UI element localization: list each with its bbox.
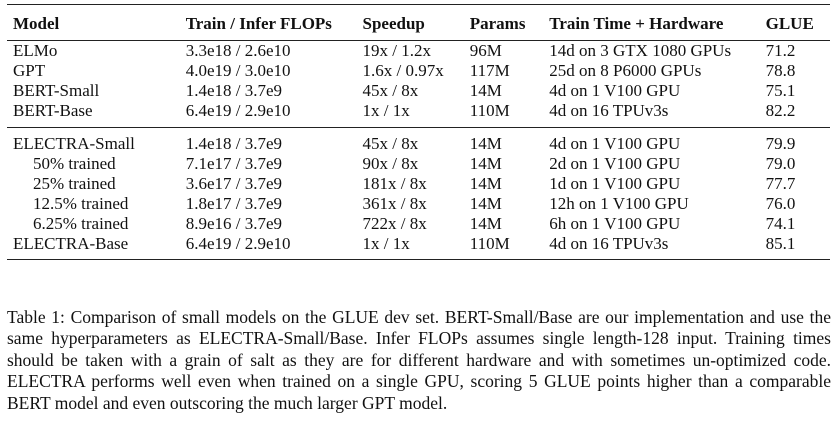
header-glue: GLUE (765, 14, 814, 33)
cell-glue: 74.1 (765, 214, 796, 233)
cell-params: 96M (469, 41, 502, 60)
header-train-time: Train Time + Hardware (549, 14, 724, 33)
cell-glue: 76.0 (765, 194, 796, 213)
header-row: Model Train / Infer FLOPs Speedup Params… (7, 4, 830, 41)
cell-glue: 85.1 (765, 234, 796, 253)
header-model: Model (13, 14, 60, 33)
table-row: 6.25% trained 8.9e16 / 3.7e9 722x / 8x 1… (7, 214, 830, 234)
cell-glue: 77.7 (765, 174, 796, 193)
cell-model: 25% trained (33, 174, 116, 193)
cell-glue: 78.8 (765, 61, 796, 80)
cell-model: GPT (13, 61, 46, 80)
cell-glue: 82.2 (765, 101, 796, 120)
cell-flops: 4.0e19 / 3.0e10 (185, 61, 291, 80)
cell-flops: 7.1e17 / 3.7e9 (185, 154, 283, 173)
cell-model: 50% trained (33, 154, 116, 173)
cell-train-time: 6h on 1 V100 GPU (549, 214, 681, 233)
cell-model: ELECTRA-Base (13, 234, 129, 253)
cell-train-time: 4d on 1 V100 GPU (549, 81, 681, 100)
header-flops: Train / Infer FLOPs (185, 14, 332, 33)
cell-params: 14M (469, 81, 502, 100)
electra-group: ELECTRA-Small 1.4e18 / 3.7e9 45x / 8x 14… (7, 127, 830, 260)
cell-flops: 3.6e17 / 3.7e9 (185, 174, 283, 193)
cell-flops: 3.3e18 / 2.6e10 (185, 41, 291, 60)
cell-speedup: 1.6x / 0.97x (362, 61, 444, 80)
table-row: BERT-Small 1.4e18 / 3.7e9 45x / 8x 14M 4… (7, 81, 830, 101)
cell-train-time: 2d on 1 V100 GPU (549, 154, 681, 173)
table-row: 12.5% trained 1.8e17 / 3.7e9 361x / 8x 1… (7, 194, 830, 214)
cell-flops: 1.8e17 / 3.7e9 (185, 194, 283, 213)
cell-params: 14M (469, 214, 502, 233)
cell-flops: 6.4e19 / 2.9e10 (185, 101, 291, 120)
header-params: Params (469, 14, 526, 33)
cell-train-time: 4d on 16 TPUv3s (549, 101, 669, 120)
results-table: Model Train / Infer FLOPs Speedup Params… (7, 4, 830, 260)
cell-speedup: 361x / 8x (362, 194, 427, 213)
cell-params: 14M (469, 194, 502, 213)
cell-speedup: 45x / 8x (362, 81, 419, 100)
header-speedup: Speedup (362, 14, 425, 33)
table-row: 50% trained 7.1e17 / 3.7e9 90x / 8x 14M … (7, 154, 830, 174)
baseline-group: ELMo 3.3e18 / 2.6e10 19x / 1.2x 96M 14d … (7, 41, 830, 128)
cell-params: 14M (469, 174, 502, 193)
cell-speedup: 45x / 8x (362, 134, 419, 153)
table-row: BERT-Base 6.4e19 / 2.9e10 1x / 1x 110M 4… (7, 101, 830, 128)
cell-model: 6.25% trained (33, 214, 129, 233)
cell-model: ELECTRA-Small (13, 134, 135, 153)
cell-glue: 79.0 (765, 154, 796, 173)
table-caption: Table 1: Comparison of small models on t… (7, 306, 831, 413)
cell-glue: 71.2 (765, 41, 796, 60)
cell-train-time: 1d on 1 V100 GPU (549, 174, 681, 193)
cell-speedup: 90x / 8x (362, 154, 419, 173)
cell-glue: 75.1 (765, 81, 796, 100)
table-row: 25% trained 3.6e17 / 3.7e9 181x / 8x 14M… (7, 174, 830, 194)
cell-train-time: 12h on 1 V100 GPU (549, 194, 689, 213)
cell-model: BERT-Base (13, 101, 93, 120)
cell-model: BERT-Small (13, 81, 100, 100)
cell-flops: 8.9e16 / 3.7e9 (185, 214, 283, 233)
cell-params: 110M (469, 101, 510, 120)
cell-model: ELMo (13, 41, 58, 60)
cell-speedup: 1x / 1x (362, 101, 410, 120)
cell-params: 14M (469, 134, 502, 153)
table-row: GPT 4.0e19 / 3.0e10 1.6x / 0.97x 117M 25… (7, 61, 830, 81)
cell-params: 117M (469, 61, 510, 80)
cell-train-time: 25d on 8 P6000 GPUs (549, 61, 702, 80)
results-table-container: Model Train / Infer FLOPs Speedup Params… (7, 4, 830, 260)
cell-flops: 1.4e18 / 3.7e9 (185, 134, 283, 153)
cell-speedup: 722x / 8x (362, 214, 427, 233)
cell-flops: 6.4e19 / 2.9e10 (185, 234, 291, 253)
cell-train-time: 4d on 16 TPUv3s (549, 234, 669, 253)
cell-speedup: 181x / 8x (362, 174, 427, 193)
table-row: ELMo 3.3e18 / 2.6e10 19x / 1.2x 96M 14d … (7, 41, 830, 62)
cell-train-time: 4d on 1 V100 GPU (549, 134, 681, 153)
cell-speedup: 1x / 1x (362, 234, 410, 253)
table-row: ELECTRA-Base 6.4e19 / 2.9e10 1x / 1x 110… (7, 234, 830, 260)
cell-glue: 79.9 (765, 134, 796, 153)
cell-train-time: 14d on 3 GTX 1080 GPUs (549, 41, 732, 60)
cell-params: 110M (469, 234, 510, 253)
cell-flops: 1.4e18 / 3.7e9 (185, 81, 283, 100)
cell-speedup: 19x / 1.2x (362, 41, 431, 60)
cell-params: 14M (469, 154, 502, 173)
cell-model: 12.5% trained (33, 194, 129, 213)
table-row: ELECTRA-Small 1.4e18 / 3.7e9 45x / 8x 14… (7, 128, 830, 155)
